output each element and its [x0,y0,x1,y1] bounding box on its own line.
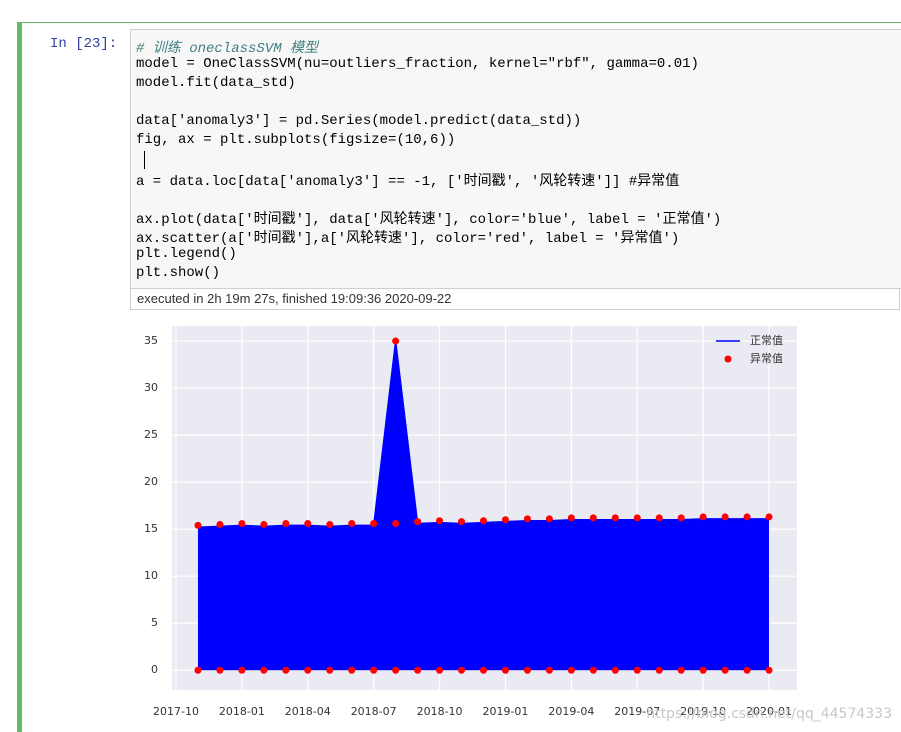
scatter-point [721,666,729,674]
scatter-point [480,666,487,674]
scatter-point [326,520,334,528]
scatter-point [655,666,663,674]
cell-border [17,22,901,23]
scatter-point [414,518,422,526]
scatter-point [743,513,751,521]
cell-selection-bar [17,22,22,732]
legend-label: 异常值 [750,352,783,365]
scatter-point [589,666,597,674]
scatter-point [238,520,246,528]
y-tick-label: 25 [144,428,158,441]
code-line: # 训练 oneclassSVM 模型 [136,41,319,57]
y-tick-label: 10 [144,569,158,582]
scatter-point [523,515,531,523]
code-line: ax.scatter(a['时间戳'],a['风轮转速'], color='re… [136,231,680,247]
scatter-point [567,514,575,522]
code-line: model = OneClassSVM(nu=outliers_fraction… [136,56,699,72]
scatter-point [655,514,663,522]
scatter-point [392,520,400,528]
scatter-point [216,666,224,674]
scatter-point [194,666,202,674]
watermark: https://blog.csdn.net/qq_44574333 [646,706,892,722]
x-tick-label: 2019-10 [680,705,726,718]
scatter-point [633,666,641,674]
y-tick-label: 35 [144,334,158,347]
y-tick-label: 15 [144,522,158,535]
scatter-point [348,666,356,674]
code-line: plt.legend() [136,246,237,262]
x-tick-label: 2018-07 [351,705,397,718]
code-editor[interactable]: # 训练 oneclassSVM 模型 model = OneClassSVM(n… [130,29,901,289]
scatter-point [743,666,751,674]
area-fill [197,341,770,671]
x-tick-label: 2018-04 [285,705,331,718]
scatter-point [611,514,619,522]
scatter-point [436,666,444,674]
scatter-point [699,666,707,674]
scatter-point [589,514,597,522]
scatter-point [414,666,422,674]
scatter-point [436,517,444,525]
x-tick-label: 2019-07 [614,705,660,718]
scatter-point [348,520,356,528]
scatter-point [326,666,334,674]
code-line: model.fit(data_std) [136,75,296,91]
scatter-point [238,666,246,674]
scatter-point [633,514,641,522]
y-tick-label: 5 [151,616,158,629]
scatter-point [260,666,268,674]
scatter-point [501,666,509,674]
scatter-point [545,666,553,674]
legend-label: 正常值 [750,334,783,347]
scatter-point [721,513,729,521]
x-tick-label: 2018-10 [417,705,463,718]
x-tick-label: 2017-10 [153,705,199,718]
scatter-point [545,515,553,523]
scatter-point [699,513,707,521]
scatter-point [501,516,509,524]
x-tick-label: 2019-04 [548,705,594,718]
scatter-point [392,337,400,345]
cell-prompt: In [23]: [50,36,118,52]
scatter-point [370,666,378,674]
scatter-point [282,520,290,528]
x-tick-label: 2018-01 [219,705,265,718]
code-line: a = data.loc[data['anomaly3'] == -1, ['时… [136,174,680,190]
scatter-point [304,520,312,528]
scatter-point [304,666,312,674]
scatter-point [677,514,685,522]
scatter-point [677,666,685,674]
x-tick-label: 2019-01 [482,705,528,718]
scatter-point [260,520,268,528]
code-line: fig, ax = plt.subplots(figsize=(10,6)) [136,132,456,148]
scatter-point [282,666,290,674]
y-tick-label: 0 [151,663,158,676]
text-cursor [144,151,145,169]
y-tick-label: 20 [144,475,158,488]
scatter-point [458,518,466,526]
scatter-point [370,520,378,528]
x-tick-label: 2020-01 [746,705,792,718]
scatter-point [480,517,487,525]
y-tick-label: 30 [144,381,158,394]
code-line: data['anomaly3'] = pd.Series(model.predi… [136,113,582,129]
scatter-point [611,666,619,674]
scatter-point [194,521,202,529]
scatter-point [765,513,773,521]
legend-marker [724,355,732,363]
scatter-point [523,666,531,674]
execution-info: executed in 2h 19m 27s, finished 19:09:3… [130,288,900,310]
scatter-point [216,520,224,528]
scatter-point [392,666,400,674]
code-line: ax.plot(data['时间戳'], data['风轮转速'], color… [136,212,722,228]
scatter-point [458,666,466,674]
scatter-point [567,666,575,674]
scatter-point [765,666,773,674]
code-line: plt.show() [136,265,221,281]
